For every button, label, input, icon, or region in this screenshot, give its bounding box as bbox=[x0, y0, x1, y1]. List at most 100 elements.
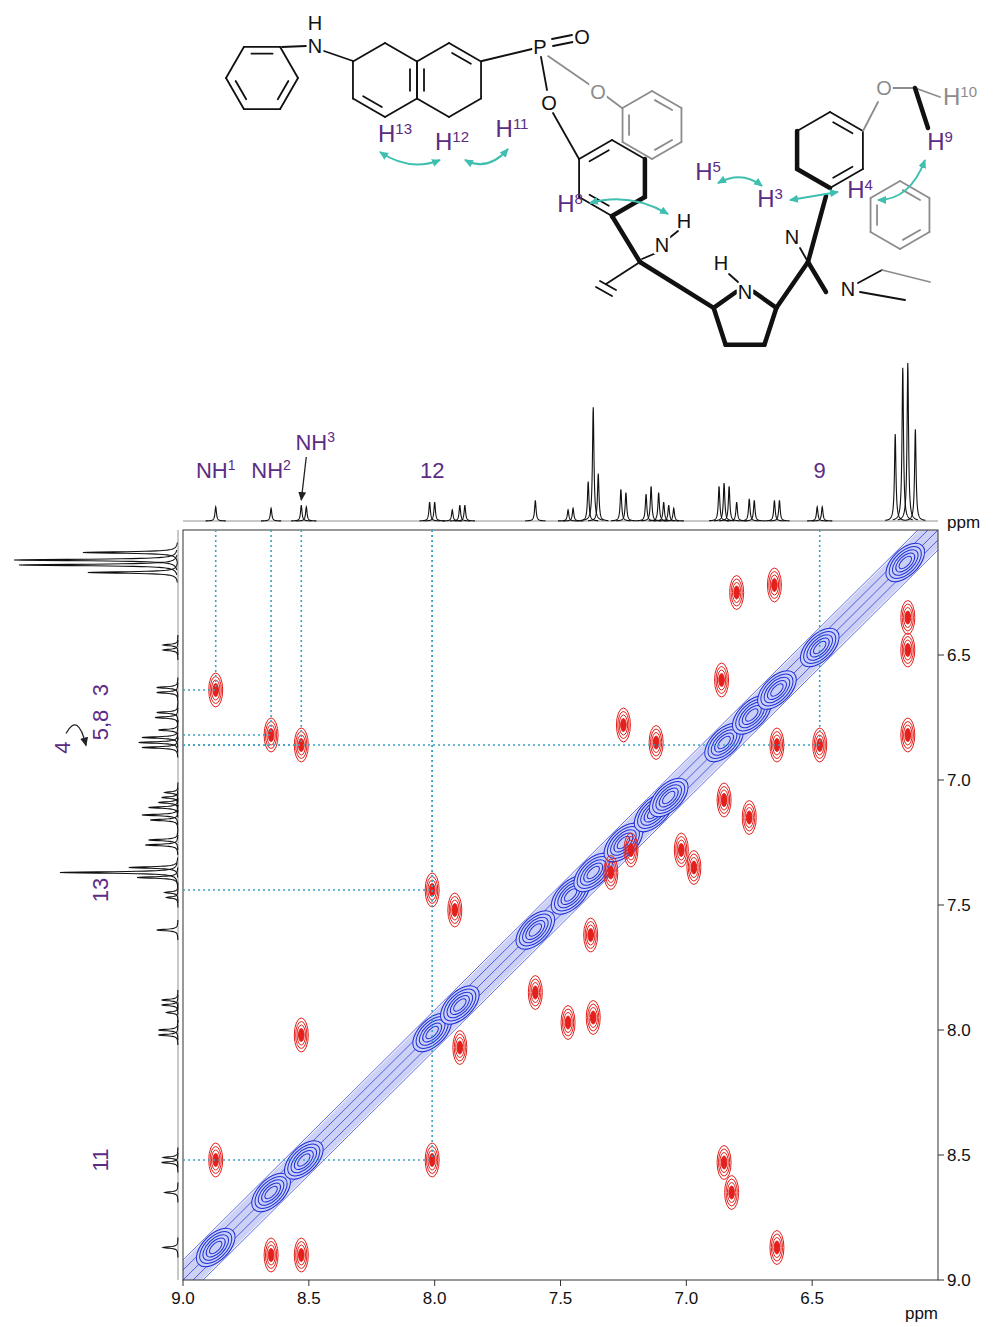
guide-line bbox=[183, 530, 216, 690]
diagonal-peak bbox=[751, 664, 803, 716]
atom-label: P bbox=[533, 36, 546, 58]
cross-peak bbox=[209, 1143, 223, 1177]
bond bbox=[541, 57, 547, 90]
contour bbox=[717, 783, 731, 817]
label-main: O bbox=[876, 77, 892, 99]
contour bbox=[587, 925, 595, 945]
contour bbox=[249, 1171, 292, 1214]
contour bbox=[731, 579, 742, 606]
noe-arrow bbox=[380, 152, 440, 165]
cross-peak bbox=[264, 718, 278, 752]
bond bbox=[623, 142, 652, 159]
y-tick-label: 7.0 bbox=[947, 771, 971, 790]
diagonal-peak bbox=[190, 1221, 242, 1273]
bond bbox=[353, 99, 385, 118]
bond bbox=[552, 35, 572, 39]
contour bbox=[721, 794, 727, 807]
x-tick-label: 6.5 bbox=[800, 1289, 824, 1308]
contour bbox=[628, 844, 634, 857]
cross-peak bbox=[453, 1031, 467, 1065]
contour bbox=[677, 840, 685, 860]
bond bbox=[808, 262, 826, 292]
peak-label: 11 bbox=[88, 1149, 113, 1172]
spectrum-peak-left bbox=[157, 678, 178, 698]
label-main: N bbox=[841, 278, 855, 300]
label-sup: 1 bbox=[228, 457, 236, 473]
contour bbox=[905, 729, 911, 742]
contour bbox=[717, 670, 725, 690]
contour bbox=[527, 922, 544, 939]
label-main: N bbox=[655, 234, 669, 256]
cross-peak bbox=[604, 856, 618, 890]
bond bbox=[808, 196, 826, 262]
contour bbox=[718, 787, 729, 814]
spectrum-peak-left bbox=[163, 635, 178, 655]
peak-label: 9 bbox=[814, 458, 826, 483]
spectrum-peak-left bbox=[158, 1020, 178, 1040]
label-sup: 3 bbox=[775, 185, 783, 202]
atom-label: O bbox=[590, 81, 606, 103]
bond bbox=[900, 181, 929, 198]
contour bbox=[565, 1016, 571, 1029]
diagonal-contour bbox=[193, 540, 938, 1280]
contour bbox=[453, 1031, 467, 1065]
atom-label: H bbox=[714, 252, 728, 274]
proton-label: H3 bbox=[757, 185, 783, 213]
figure: HNPOOOOH13H12H11H8H5H3H4H9H10HNHNNN9.08.… bbox=[0, 0, 1001, 1327]
contour bbox=[457, 1041, 463, 1054]
bond bbox=[452, 53, 471, 64]
x-tick bbox=[308, 1280, 309, 1286]
contour bbox=[588, 1004, 599, 1031]
bond bbox=[553, 113, 579, 159]
contour bbox=[771, 1234, 782, 1261]
label-main: 11 bbox=[88, 1149, 113, 1172]
atom-label: H bbox=[308, 12, 322, 34]
contour bbox=[451, 997, 468, 1014]
contour bbox=[297, 1025, 305, 1045]
y-axis-title: ppm bbox=[947, 513, 980, 532]
cross-peak bbox=[770, 1231, 784, 1265]
label-main: NH bbox=[295, 430, 327, 455]
guide-line bbox=[183, 530, 301, 745]
proton-label: H12 bbox=[435, 128, 469, 156]
label-main: H bbox=[927, 128, 944, 155]
label-sup: 10 bbox=[960, 83, 977, 100]
x-tick-label: 7.0 bbox=[675, 1289, 699, 1308]
label-main: 4 bbox=[50, 741, 75, 753]
contour bbox=[194, 1226, 237, 1269]
contour bbox=[905, 644, 911, 657]
contour bbox=[254, 1175, 289, 1210]
structure: HNPOOOOH13H12H11H8H5H3H4H9H10HNHNNN bbox=[226, 12, 977, 345]
contour bbox=[764, 677, 790, 703]
label-main: NH bbox=[251, 458, 283, 483]
contour bbox=[518, 913, 553, 948]
contour bbox=[604, 856, 618, 890]
noe-arrow bbox=[718, 177, 762, 186]
cross-peak bbox=[448, 893, 462, 927]
bond bbox=[416, 62, 418, 99]
x-tick-label: 9.0 bbox=[171, 1289, 195, 1308]
contour bbox=[449, 897, 460, 924]
contour bbox=[660, 789, 677, 806]
bond bbox=[553, 42, 573, 46]
y-tick bbox=[938, 1155, 944, 1156]
label-main: 9 bbox=[814, 458, 826, 483]
label-main: H bbox=[847, 176, 864, 203]
contour bbox=[769, 572, 780, 599]
atom-label: N bbox=[841, 278, 855, 300]
contour bbox=[773, 1238, 781, 1258]
bond bbox=[480, 62, 482, 99]
cross-peak bbox=[561, 1006, 575, 1040]
cross-peak bbox=[294, 1238, 308, 1272]
cross-peak bbox=[264, 1238, 278, 1272]
bond bbox=[797, 112, 830, 131]
bond bbox=[643, 159, 648, 197]
label-sup: 13 bbox=[395, 120, 412, 137]
label-main: H bbox=[496, 115, 513, 142]
spectrum-peak-top bbox=[588, 474, 608, 521]
label-main: N bbox=[738, 281, 752, 303]
contour bbox=[585, 864, 602, 881]
bond bbox=[417, 43, 449, 62]
proton-label: H8 bbox=[557, 190, 583, 218]
bond bbox=[417, 99, 449, 118]
